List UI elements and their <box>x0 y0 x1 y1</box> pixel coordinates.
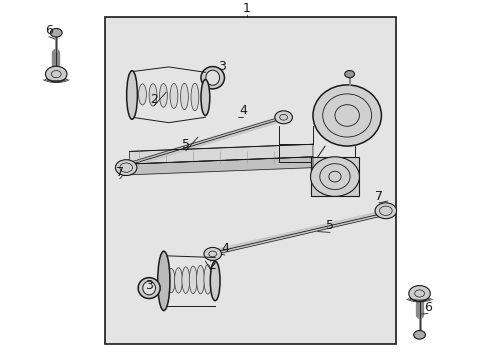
Polygon shape <box>129 144 312 164</box>
Ellipse shape <box>191 83 199 111</box>
Circle shape <box>344 71 354 78</box>
Circle shape <box>45 66 67 82</box>
Circle shape <box>374 203 396 219</box>
Circle shape <box>115 160 137 176</box>
Ellipse shape <box>128 84 136 104</box>
Ellipse shape <box>157 251 170 311</box>
Ellipse shape <box>159 84 167 107</box>
Ellipse shape <box>210 261 220 301</box>
Ellipse shape <box>203 265 211 294</box>
Ellipse shape <box>138 278 160 298</box>
Text: 3: 3 <box>145 279 153 292</box>
Bar <box>105 17 395 344</box>
Ellipse shape <box>180 84 188 109</box>
Ellipse shape <box>201 83 209 112</box>
Ellipse shape <box>201 80 209 116</box>
Text: 2: 2 <box>208 259 216 272</box>
Text: 7: 7 <box>116 166 123 179</box>
Ellipse shape <box>142 281 155 295</box>
Ellipse shape <box>160 269 167 293</box>
Text: 6: 6 <box>45 24 53 37</box>
Text: 7: 7 <box>374 190 382 203</box>
Ellipse shape <box>189 266 197 294</box>
Ellipse shape <box>201 67 224 89</box>
Ellipse shape <box>312 85 381 146</box>
Circle shape <box>274 111 292 124</box>
Ellipse shape <box>170 84 178 108</box>
Text: 4: 4 <box>221 242 228 255</box>
Text: 3: 3 <box>218 60 226 73</box>
Circle shape <box>408 285 429 301</box>
Circle shape <box>413 330 425 339</box>
Ellipse shape <box>196 265 204 294</box>
Text: 6: 6 <box>423 301 431 314</box>
Ellipse shape <box>149 84 157 106</box>
Bar <box>310 157 359 197</box>
Text: 2: 2 <box>150 93 158 106</box>
Ellipse shape <box>126 71 137 119</box>
Text: 4: 4 <box>239 104 246 117</box>
Text: 1: 1 <box>243 2 250 15</box>
Ellipse shape <box>211 264 219 294</box>
Ellipse shape <box>174 268 182 293</box>
Ellipse shape <box>310 157 359 197</box>
Ellipse shape <box>138 84 146 105</box>
Polygon shape <box>129 157 312 175</box>
Text: 5: 5 <box>182 138 189 151</box>
Circle shape <box>203 247 221 260</box>
Ellipse shape <box>205 70 219 85</box>
Ellipse shape <box>167 269 175 293</box>
Ellipse shape <box>182 267 189 293</box>
Text: 5: 5 <box>325 219 333 232</box>
Circle shape <box>50 28 62 37</box>
